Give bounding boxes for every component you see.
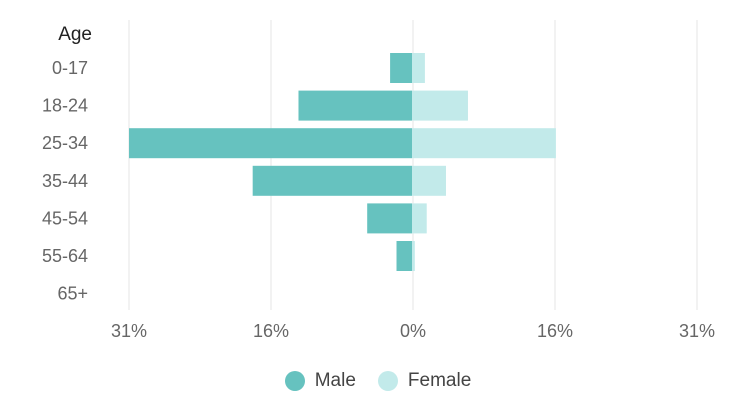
y-axis-title: Age — [58, 24, 92, 45]
y-tick-labels: 0-17 18-24 25-34 35-44 45-54 55-64 65+ — [42, 58, 88, 304]
y-tick-label-45-54: 45-54 — [42, 208, 88, 228]
bar-female-18-24[interactable] — [412, 90, 468, 121]
bar-male-25-34[interactable] — [129, 128, 412, 159]
legend-item-male[interactable]: Male — [284, 370, 356, 392]
bar-male-45-54[interactable] — [367, 203, 412, 234]
x-tick-label-2: 0% — [400, 321, 426, 341]
legend-swatch-male — [284, 371, 305, 391]
legend-label-male: Male — [314, 370, 356, 391]
y-tick-label-55-64: 55-64 — [42, 246, 88, 266]
y-tick-label-25-34: 25-34 — [42, 133, 88, 153]
bar-female-0-17[interactable] — [412, 53, 425, 83]
bar-female-25-34[interactable] — [412, 128, 556, 159]
legend-swatch-female — [377, 371, 398, 391]
x-tick-label-3: 16% — [537, 321, 573, 341]
bar-male-35-44[interactable] — [252, 165, 412, 196]
y-tick-label-65+: 65+ — [57, 284, 88, 304]
y-tick-label-35-44: 35-44 — [42, 171, 88, 191]
bar-female-45-54[interactable] — [412, 203, 427, 234]
legend: Male Female — [0, 370, 756, 392]
bar-male-18-24[interactable] — [298, 90, 412, 121]
x-tick-label-1: 16% — [253, 321, 289, 341]
bar-male-55-64[interactable] — [396, 241, 412, 271]
x-tick-label-0: 31% — [111, 321, 147, 341]
bar-male-0-17[interactable] — [390, 53, 412, 83]
y-tick-label-18-24: 18-24 — [42, 96, 88, 116]
legend-item-female[interactable]: Female — [377, 370, 472, 392]
bar-female-35-44[interactable] — [412, 165, 446, 196]
legend-label-female: Female — [407, 370, 472, 391]
y-tick-label-0-17: 0-17 — [52, 58, 88, 78]
x-tick-label-4: 31% — [679, 321, 715, 341]
x-tick-labels: 31% 16% 0% 16% 31% — [111, 321, 715, 341]
bars — [129, 53, 556, 271]
bar-female-55-64[interactable] — [412, 241, 415, 271]
